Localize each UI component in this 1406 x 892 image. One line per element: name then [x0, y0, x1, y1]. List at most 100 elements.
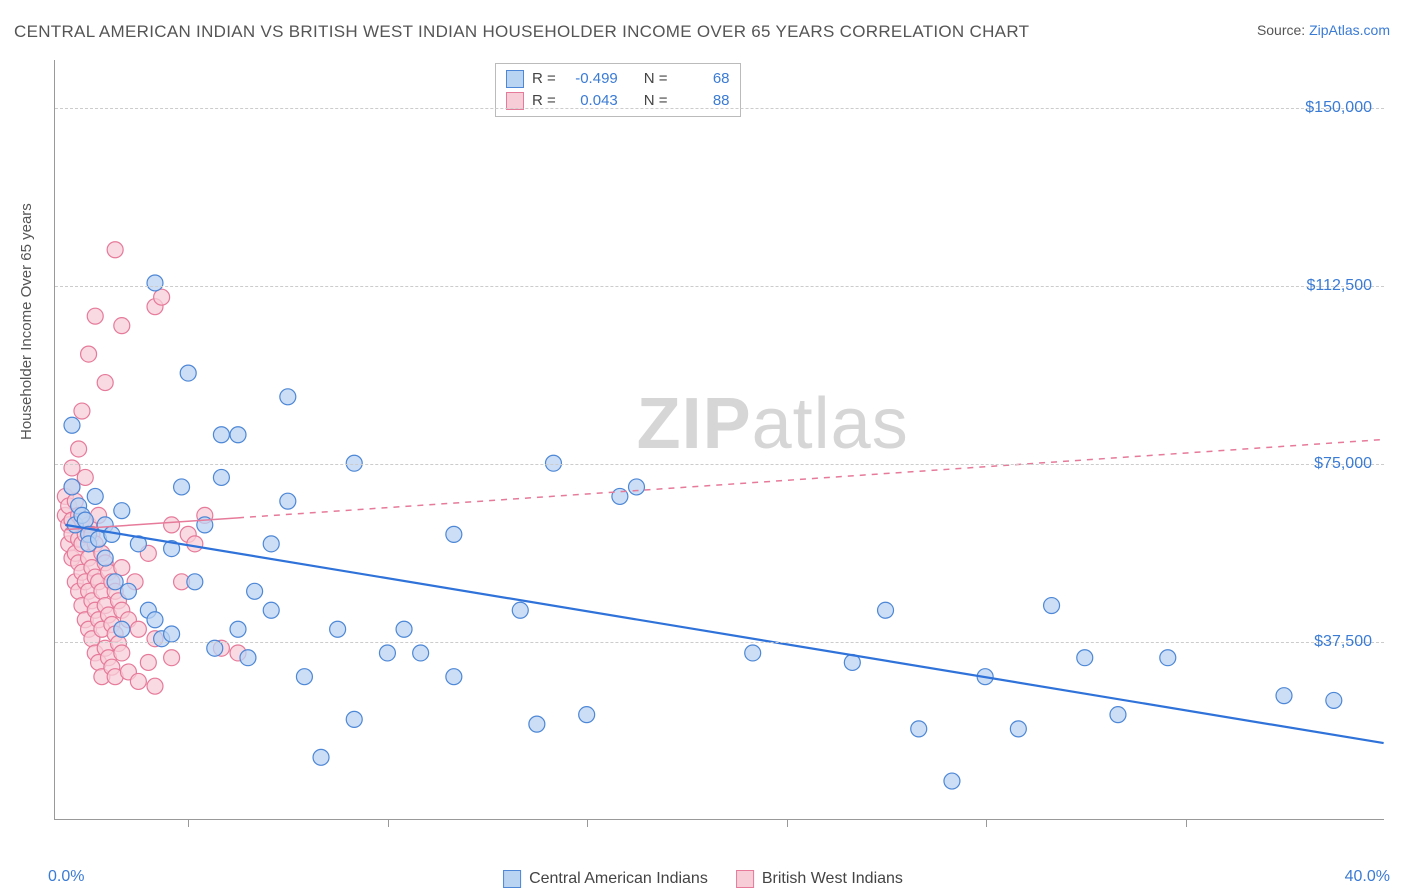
gridline — [55, 464, 1384, 465]
y-axis-label: Householder Income Over 65 years — [18, 203, 35, 440]
x-tick — [388, 819, 389, 827]
blue-point — [97, 550, 113, 566]
blue-point — [263, 536, 279, 552]
n-label-pink: N = — [644, 90, 668, 112]
blue-point — [346, 711, 362, 727]
blue-point — [296, 669, 312, 685]
blue-point — [313, 749, 329, 765]
r-value-blue: -0.499 — [564, 68, 618, 90]
y-tick-label: $37,500 — [1314, 633, 1372, 651]
legend: Central American Indians British West In… — [503, 870, 903, 888]
pink-point — [187, 536, 203, 552]
x-tick — [587, 819, 588, 827]
blue-point — [396, 621, 412, 637]
pink-point — [97, 375, 113, 391]
blue-point — [1010, 721, 1026, 737]
gridline — [55, 642, 1384, 643]
pink-point — [164, 517, 180, 533]
blue-point — [1276, 688, 1292, 704]
blue-point — [247, 583, 263, 599]
pink-point — [130, 673, 146, 689]
blue-point — [174, 479, 190, 495]
pink-point — [87, 308, 103, 324]
blue-point — [114, 621, 130, 637]
r-value-pink: 0.043 — [564, 90, 618, 112]
blue-point — [147, 612, 163, 628]
blue-point — [878, 602, 894, 618]
stats-row-pink: R = 0.043 N = 88 — [506, 90, 730, 112]
n-value-pink: 88 — [676, 90, 730, 112]
y-tick-label: $150,000 — [1305, 99, 1372, 117]
x-axis-max-label: 40.0% — [1345, 868, 1390, 886]
x-tick — [188, 819, 189, 827]
blue-point — [446, 669, 462, 685]
pink-point — [140, 654, 156, 670]
blue-point — [87, 488, 103, 504]
swatch-blue — [506, 70, 524, 88]
y-tick-label: $112,500 — [1306, 277, 1372, 295]
stats-row-blue: R = -0.499 N = 68 — [506, 68, 730, 90]
legend-item-blue: Central American Indians — [503, 870, 708, 888]
pink-point — [147, 678, 163, 694]
blue-point — [230, 621, 246, 637]
blue-point — [64, 479, 80, 495]
legend-swatch-blue — [503, 870, 521, 888]
pink-point — [164, 650, 180, 666]
stats-box: R = -0.499 N = 68 R = 0.043 N = 88 — [495, 63, 741, 117]
blue-point — [180, 365, 196, 381]
n-value-blue: 68 — [676, 68, 730, 90]
plot-area: ZIPatlas R = -0.499 N = 68 R = 0.043 N =… — [54, 60, 1384, 820]
pink-point — [64, 460, 80, 476]
blue-point — [446, 526, 462, 542]
x-axis-min-label: 0.0% — [48, 868, 84, 886]
pink-point — [114, 560, 130, 576]
blue-point — [911, 721, 927, 737]
blue-point — [77, 512, 93, 528]
gridline — [55, 286, 1384, 287]
x-tick — [787, 819, 788, 827]
blue-point — [240, 650, 256, 666]
blue-point — [413, 645, 429, 661]
legend-swatch-pink — [736, 870, 754, 888]
pink-point — [114, 318, 130, 334]
source-link[interactable]: ZipAtlas.com — [1309, 22, 1390, 38]
r-label-blue: R = — [532, 68, 556, 90]
blue-point — [187, 574, 203, 590]
legend-label-blue: Central American Indians — [529, 870, 708, 888]
blue-point — [529, 716, 545, 732]
blue-point — [114, 503, 130, 519]
pink-point — [154, 289, 170, 305]
blue-point — [107, 574, 123, 590]
chart-title: CENTRAL AMERICAN INDIAN VS BRITISH WEST … — [14, 22, 1029, 42]
y-tick-label: $75,000 — [1314, 455, 1372, 473]
blue-point — [164, 626, 180, 642]
blue-trend — [65, 525, 1383, 743]
pink-point — [74, 403, 90, 419]
blue-point — [280, 493, 296, 509]
pink-trend-dashed — [238, 440, 1384, 518]
blue-point — [64, 417, 80, 433]
chart-container: CENTRAL AMERICAN INDIAN VS BRITISH WEST … — [0, 0, 1406, 892]
gridline — [55, 108, 1384, 109]
pink-point — [107, 242, 123, 258]
blue-point — [147, 275, 163, 291]
blue-point — [379, 645, 395, 661]
x-tick — [1186, 819, 1187, 827]
blue-point — [1326, 692, 1342, 708]
blue-point — [120, 583, 136, 599]
pink-point — [77, 469, 93, 485]
blue-point — [230, 427, 246, 443]
blue-point — [213, 469, 229, 485]
blue-point — [280, 389, 296, 405]
plot-svg — [55, 60, 1384, 819]
pink-point — [130, 621, 146, 637]
blue-point — [330, 621, 346, 637]
source-label: Source: — [1257, 22, 1309, 38]
n-label-blue: N = — [644, 68, 668, 90]
pink-point — [114, 645, 130, 661]
blue-point — [579, 707, 595, 723]
blue-point — [1110, 707, 1126, 723]
blue-point — [512, 602, 528, 618]
r-label-pink: R = — [532, 90, 556, 112]
blue-point — [944, 773, 960, 789]
